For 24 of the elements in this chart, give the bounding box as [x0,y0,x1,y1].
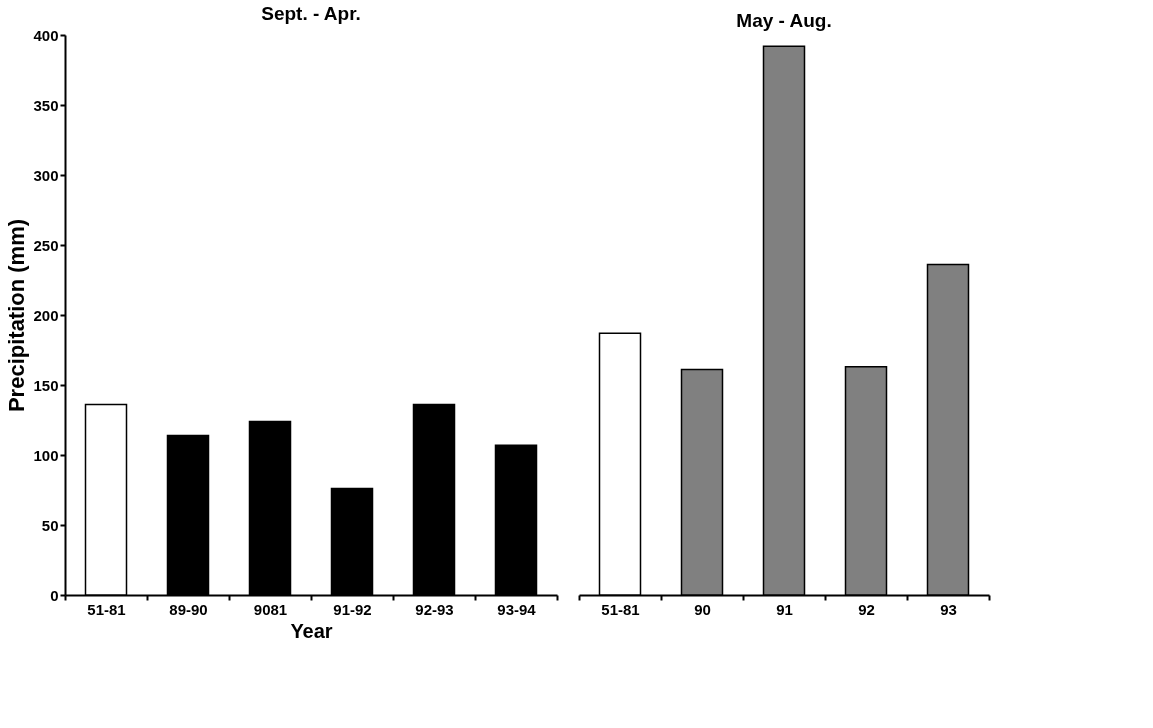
y-tick-label: 300 [33,166,59,184]
x-tick-label: 90 [694,600,711,618]
x-tick-label: 89-90 [169,600,208,618]
x-tick-label: 92 [858,600,875,618]
x-tick-label: 92-93 [415,600,454,618]
x-tick-label: 51-81 [87,600,126,618]
chart-title: May - Aug. [736,10,832,31]
y-tick-label: 150 [33,376,59,394]
x-tick-label: 51-81 [601,600,640,618]
y-tick-label: 350 [33,96,59,114]
y-tick-label: 200 [33,306,59,324]
y-tick-label: 0 [50,586,59,604]
y-axis-title: Precipitation (mm) [4,218,30,413]
x-tick-label: 91-92 [333,600,372,618]
y-tick-label: 100 [33,446,59,464]
y-tick-label: 400 [33,26,59,44]
x-tick-label: 93-94 [497,600,537,618]
x-tick-label: 91 [776,600,793,618]
x-axis-title: Year [290,619,333,642]
x-tick-label: 9081 [253,600,288,618]
y-tick-label: 50 [41,516,59,534]
chart-title: Sept. - Apr. [261,3,361,24]
x-tick-label: 93 [940,600,957,618]
y-tick-label: 250 [33,236,59,254]
